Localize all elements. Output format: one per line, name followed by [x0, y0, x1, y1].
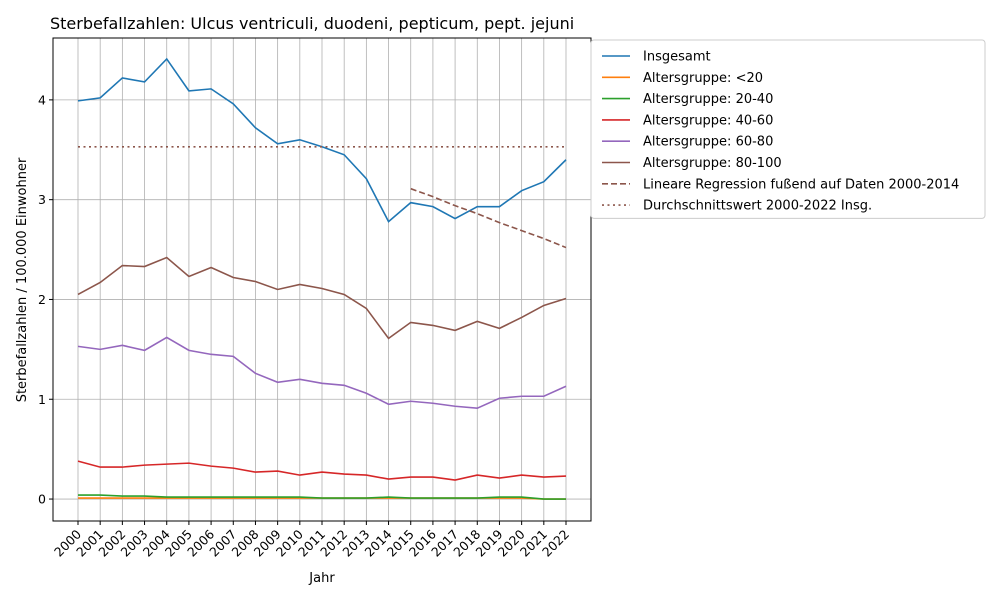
legend-label: Altersgruppe: 60-80	[643, 135, 773, 150]
y-tick-label: 0	[38, 492, 46, 507]
series-line	[77, 460, 567, 481]
legend-label: Altersgruppe: <20	[643, 71, 763, 86]
y-tick-label: 4	[38, 92, 46, 107]
legend-box	[590, 39, 986, 219]
series-line	[77, 256, 567, 340]
x-axis-label: Jahr	[308, 571, 335, 586]
legend: Insgesamt Altersgruppe: <20 Altersgruppe: …	[590, 39, 986, 219]
legend-label: Altersgruppe: 80-100	[643, 156, 782, 171]
legend-label: Altersgruppe: 20-40	[643, 92, 773, 107]
legend-label: Durchschnittswert 2000-2022 Insg.	[643, 199, 872, 214]
legend-label: Lineare Regression fußend auf Daten 2000…	[643, 177, 959, 192]
series-line	[77, 336, 567, 410]
y-tick-label: 2	[38, 292, 46, 307]
legend-label: Insgesamt	[643, 50, 711, 65]
y-axis-label: Sterbefallzahlen / 100.000 Einwohner	[15, 157, 30, 402]
legend-label: Altersgruppe: 40-60	[643, 113, 773, 128]
series-line	[78, 494, 566, 500]
y-tick-label: 3	[38, 192, 46, 207]
chart-title: Sterbefallzahlen: Ulcus ventriculi, duod…	[50, 14, 574, 33]
y-tick-label: 1	[38, 392, 46, 407]
series-line	[410, 187, 567, 249]
plot-frame	[52, 37, 592, 522]
